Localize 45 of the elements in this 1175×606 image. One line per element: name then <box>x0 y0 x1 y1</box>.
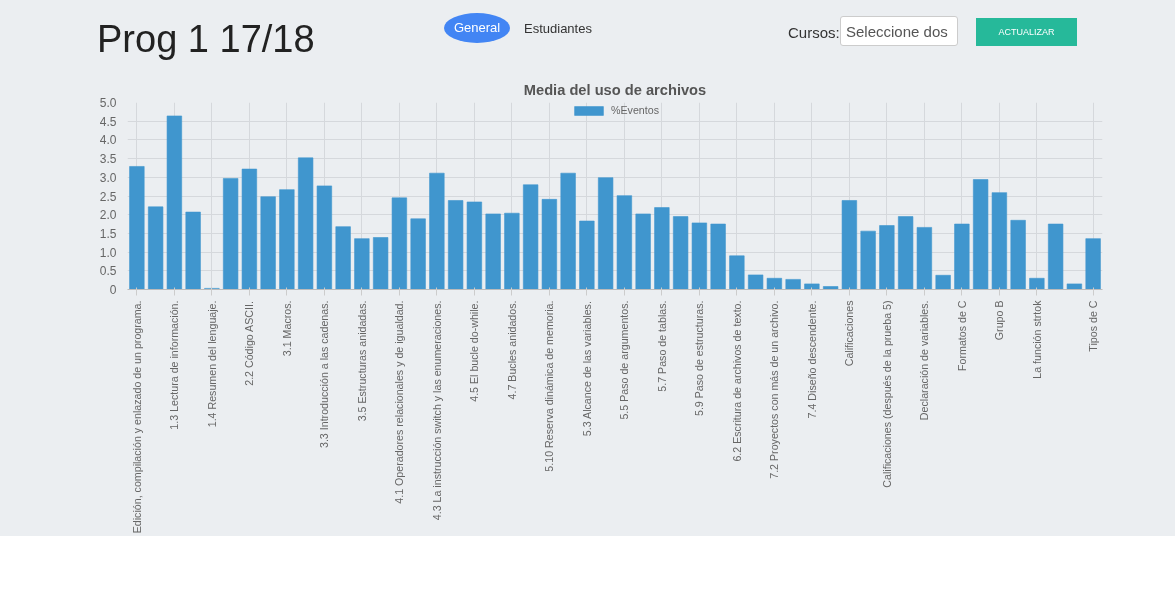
text: Estudiantes <box>524 20 592 38</box>
x-tick-label: 7.2 Proyectos con más de un archivo. <box>768 300 781 479</box>
y-tick-label: 0.5 <box>99 264 117 279</box>
x-tick-label: 5.5 Paso de argumentos. <box>618 300 631 420</box>
y-tick-label: 2.5 <box>99 189 117 204</box>
x-tick-label: 1.3 Lectura de información. <box>168 300 181 430</box>
x-tick-label: Declaración de variables. <box>918 300 931 421</box>
x-tick-label: 4.7 Bucles anidados. <box>505 300 518 400</box>
y-tick-label: 1.5 <box>99 226 117 241</box>
text: ACTUALIZAR <box>976 18 1077 46</box>
x-tick-label: 7.4 Diseño descendente. <box>805 300 818 419</box>
x-tick-label: 4.5 El bucle do-while. <box>468 300 481 402</box>
text: Seleccione dos <box>840 16 958 46</box>
x-tick-label: 6.2 Escritura de archivos de texto. <box>730 300 743 462</box>
text: Prog 1 17/18 <box>97 17 315 62</box>
x-tick-label: 3.3 Introducción a las cadenas. <box>318 300 331 449</box>
chart-title: Media del uso de archivos <box>523 81 707 98</box>
y-tick-label: 3.0 <box>99 170 117 185</box>
x-tick-label: 2.2 Código ASCII. <box>243 301 256 386</box>
x-tick-label: 3.5 Estructuras anidadas. <box>355 300 368 422</box>
x-tick-label: Edición, compilación y enlazado de un programa. <box>130 300 143 534</box>
x-tick-label: 5.9 Paso de estructuras. <box>693 300 706 417</box>
x-tick-label: 5.10 Reserva dinámica de memoria. <box>543 300 556 472</box>
x-tick-label: Tipos de C <box>1087 300 1100 352</box>
y-tick-label: 3.5 <box>99 152 117 167</box>
x-tick-label: La función strtok <box>1030 299 1043 379</box>
x-tick-label: Calificaciones <box>843 300 856 367</box>
y-tick-label: 4.5 <box>99 114 117 129</box>
x-tick-label: 5.3 Alcance de las variables. <box>580 301 593 437</box>
y-tick-label: 0 <box>109 283 117 297</box>
x-tick-label: Calificaciones (después de la prueba 5) <box>880 300 893 488</box>
x-tick-label: 4.3 La instrucción switch y las enumeraciones. <box>430 300 443 521</box>
y-tick-label: 1.0 <box>99 245 117 260</box>
x-tick-label: 4.1 Operadores relacionales y de igualdad. <box>393 300 406 504</box>
x-tick-label: 1.4 Resumen del lenguaje. <box>205 300 218 428</box>
y-tick-label: 4.0 <box>99 133 117 148</box>
y-tick-label: 2.0 <box>99 208 117 223</box>
text: Cursos: <box>788 23 840 43</box>
x-tick-label: 5.7 Paso de tablas. <box>655 300 668 392</box>
x-tick-label: 3.1 Macros. <box>280 300 293 357</box>
legend-label: %Eventos <box>611 104 659 116</box>
x-tick-label: Grupo B <box>993 300 1006 341</box>
x-tick-label: Formatos de C <box>955 300 968 371</box>
y-tick-label: 5.0 <box>99 96 117 110</box>
text: General <box>444 13 510 43</box>
